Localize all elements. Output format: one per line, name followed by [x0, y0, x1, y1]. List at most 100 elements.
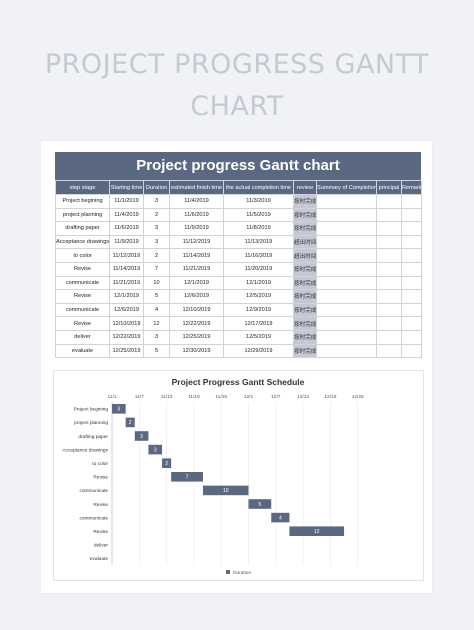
table-cell: 11/21/2019 [169, 261, 224, 277]
table-cell: 10 [143, 275, 170, 291]
bar-value-label: 2 [165, 461, 168, 467]
table-cell: 按时完成 [293, 261, 317, 277]
spreadsheet-preview: Project progress Gantt chart step stage S… [41, 141, 432, 593]
table-cell: 11/13/2019 [223, 234, 294, 250]
table-cell: 12/1/2019 [169, 275, 224, 291]
table-cell: 11/8/2019 [223, 221, 294, 236]
table-cell: 12/22/2019 [169, 316, 224, 331]
bar-value-label: 4 [279, 515, 282, 521]
poster-title: PROJECT PROGRESS GANTT CHART [0, 44, 474, 128]
table-cell: 11/14/2019 [169, 248, 224, 263]
table-row: Acceptance drawings 11/9/2019 3 11/12/2019 1… [55, 234, 422, 250]
table-cell [316, 194, 377, 209]
table-cell [401, 207, 422, 223]
table-cell [316, 207, 377, 223]
table-cell: 12/30/2019 [169, 343, 224, 359]
table-cell [316, 234, 377, 250]
table-row: deliver 12/22/2019 3 12/25/2019 12/5/2019 按时完… [55, 329, 422, 345]
column-header: step stage [55, 180, 110, 195]
table-cell: 3 [143, 329, 170, 345]
table-cell: 11/12/2019 [109, 248, 144, 263]
table-cell [401, 194, 422, 209]
category-label: Revise [93, 502, 108, 508]
category-label: drafting paper [78, 434, 108, 440]
bar-value-label: 3 [140, 434, 143, 440]
table-cell: Revise [55, 261, 110, 277]
table-cell: evaluate [55, 343, 110, 359]
table-cell: 2 [143, 248, 170, 263]
bar-value-label: 3 [154, 447, 157, 453]
category-label: Revise [93, 529, 108, 535]
column-header: Starting time [109, 180, 144, 195]
table-cell: 5 [143, 343, 170, 359]
table-cell: 12/5/2019 [223, 329, 294, 345]
x-tick-label: 11/7 [135, 394, 144, 400]
bar-value-label: 10 [223, 488, 229, 494]
table-cell: 11/9/2019 [169, 221, 224, 236]
table-row: drafting paper 11/6/2019 3 11/9/2019 11/8/20… [55, 221, 422, 236]
x-tick-label: 12/1 [244, 394, 254, 400]
table-cell: 12/22/2019 [109, 329, 144, 345]
header-row: step stage Starting time Duration estimated… [55, 180, 422, 195]
table-cell: 12/17/2019 [223, 316, 294, 331]
gantt-bar [171, 472, 203, 482]
table-row: Project begining 11/1/2019 3 11/4/2019 11/3/… [55, 194, 422, 209]
table-cell: 11/5/2019 [223, 207, 294, 223]
table-cell [376, 261, 402, 277]
table-cell: 超出时间 [293, 234, 317, 250]
table-cell [401, 289, 422, 304]
gantt-chart: Project Progress Gantt Schedule 11/1 11/7 1… [53, 370, 424, 581]
table-cell: 按时完成 [293, 343, 317, 359]
table-cell [401, 221, 422, 236]
table-cell: 3 [143, 194, 170, 209]
table-cell [376, 234, 402, 250]
table-cell: 12/5/2019 [223, 289, 294, 304]
poster-title-line1: PROJECT PROGRESS GANTT [44, 49, 430, 80]
table-cell: 按时完成 [293, 302, 317, 318]
table-cell: 12/10/2019 [169, 302, 224, 318]
gantt-bar [112, 404, 126, 414]
table-cell [376, 329, 402, 345]
legend-swatch [226, 570, 230, 574]
table-cell: 7 [143, 261, 170, 277]
table-row: evaluate 12/25/2019 5 12/30/2019 12/29/2019 按… [55, 343, 422, 359]
table-cell [376, 248, 402, 263]
x-tick-label: 11/1 [108, 394, 117, 400]
table-cell: 3 [143, 221, 170, 236]
column-header: the actual completion time [223, 180, 294, 195]
table-cell: 11/3/2019 [223, 194, 294, 209]
table-cell: 按时完成 [293, 275, 317, 291]
category-label: evaluate [90, 556, 108, 562]
table-cell: 12/6/2019 [109, 302, 144, 318]
category-label: deliver [94, 543, 109, 549]
table-cell [316, 289, 377, 304]
table-cell [376, 194, 402, 209]
table-cell: 按时完成 [293, 221, 317, 236]
table-cell: 11/20/2019 [223, 261, 294, 277]
category-label: Revise [93, 475, 108, 481]
x-tick-label: 12/25 [352, 394, 364, 400]
table-row: to color 11/12/2019 2 11/14/2019 11/16/2019 超… [55, 248, 422, 263]
table-row: communicate 11/21/2019 10 12/1/2019 12/1/201… [55, 275, 422, 291]
table-cell: Revise [55, 316, 110, 331]
table-row: Revise 11/14/2019 7 11/21/2019 11/20/2019 按时完… [55, 261, 422, 277]
table-cell [401, 302, 422, 318]
gantt-bar [203, 485, 249, 496]
x-tick-label: 11/19 [188, 394, 200, 400]
progress-table: Project progress Gantt chart step stage S… [55, 152, 422, 359]
table-cell: 4 [143, 302, 170, 318]
category-label: communicate [79, 488, 108, 494]
table-cell: 11/4/2019 [169, 194, 224, 209]
table-cell: 12/25/2019 [109, 343, 144, 359]
bar-value-label: 5 [258, 502, 261, 508]
table-cell: 12/25/2019 [169, 329, 224, 345]
table-cell [376, 289, 402, 304]
x-tick-label: 11/13 [161, 394, 173, 400]
gantt-bar [148, 444, 163, 455]
table-cell [316, 316, 377, 331]
category-label: project planning [74, 420, 108, 426]
table-cell [376, 207, 402, 223]
table-cell [401, 329, 422, 345]
x-tick-label: 12/13 [297, 394, 309, 400]
table-cell: Revise [55, 289, 110, 304]
